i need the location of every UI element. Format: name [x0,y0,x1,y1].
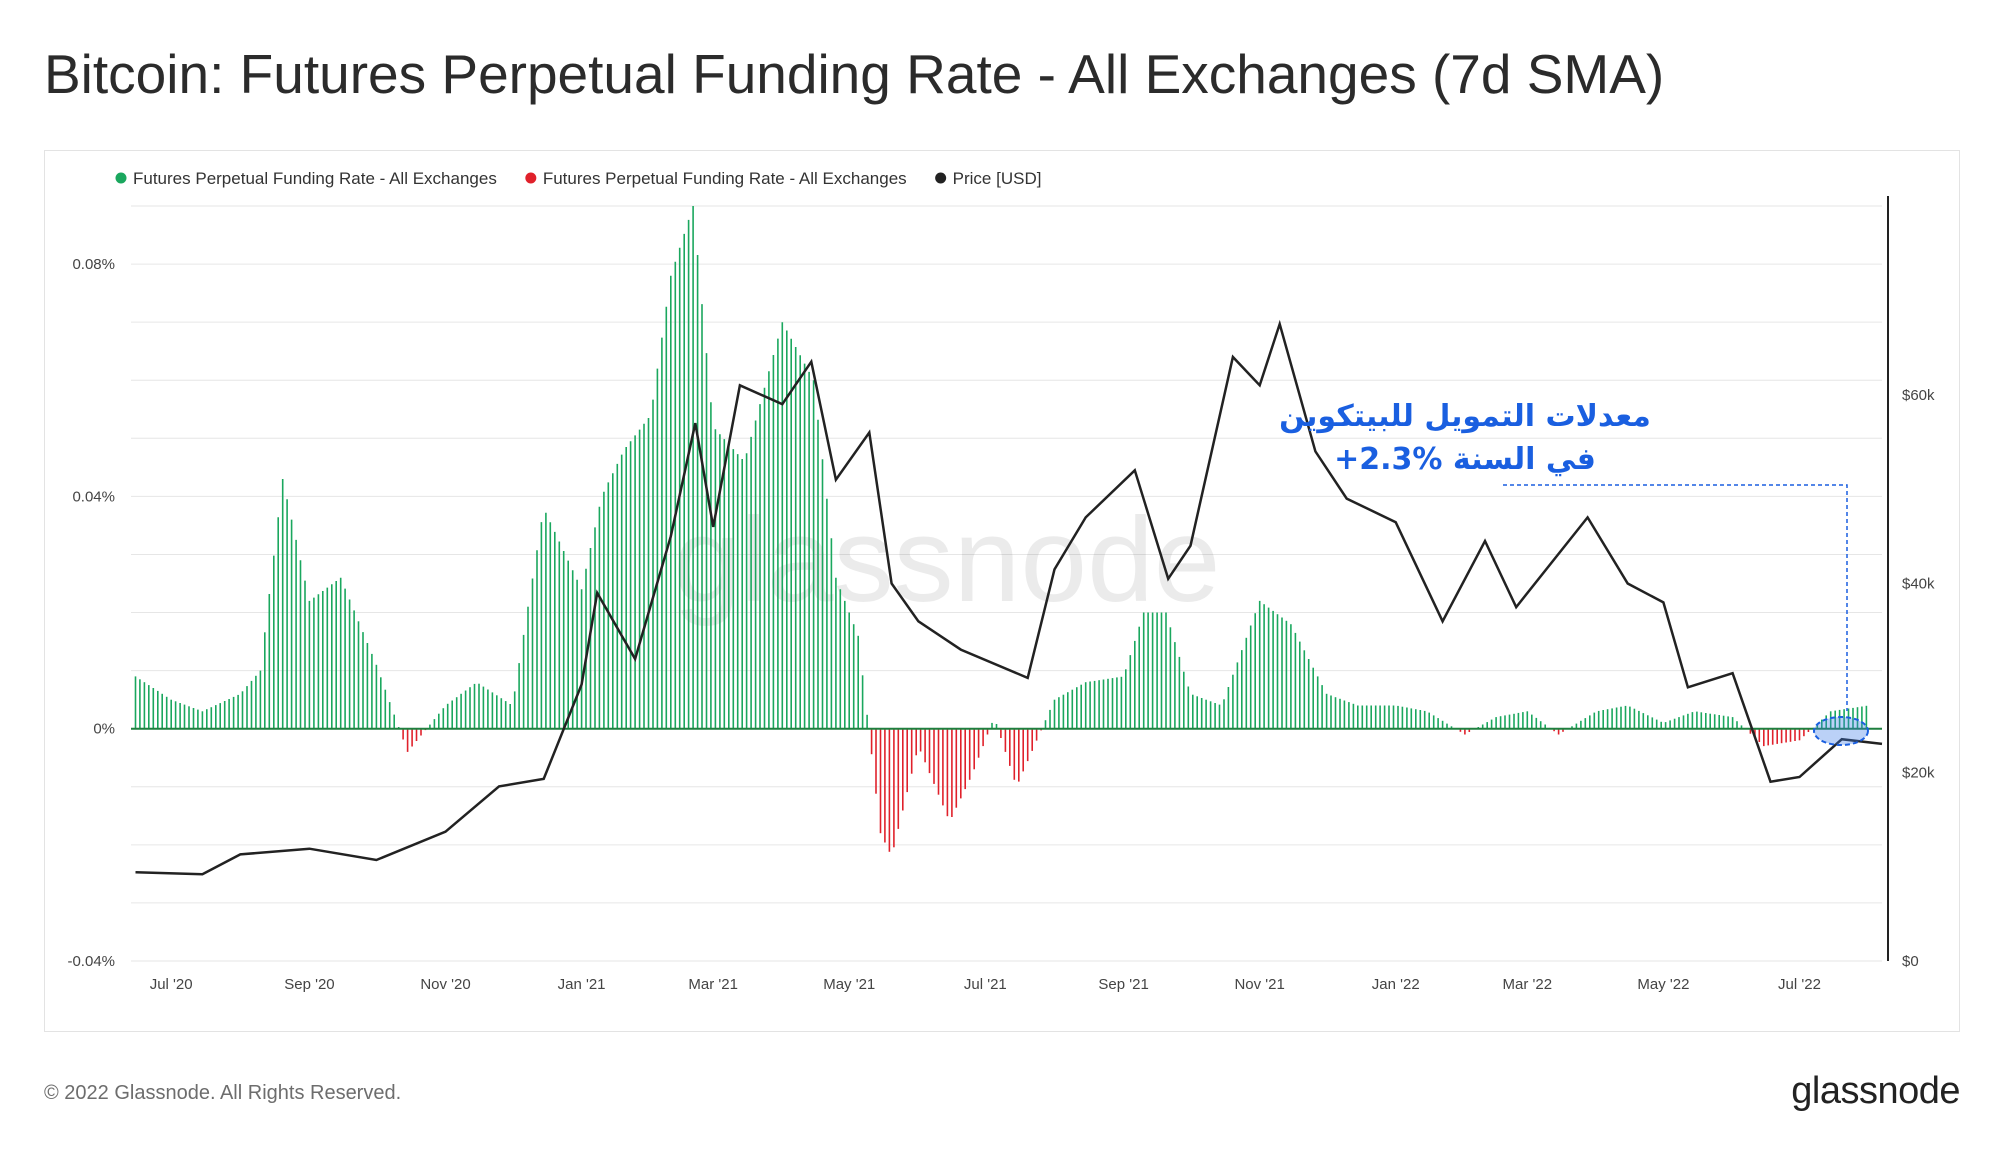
y-right-tick-label: $40k [1902,576,1935,593]
chart-frame: Futures Perpetual Funding Rate - All Exc… [44,150,1960,1032]
chart-svg: Futures Perpetual Funding Rate - All Exc… [67,169,1935,993]
x-tick-label: Jan '22 [1372,976,1420,993]
legend-label-0: Futures Perpetual Funding Rate - All Exc… [133,169,497,188]
annotation-connector [1503,484,1848,711]
y-left-tick-label: 0.08% [72,256,115,273]
x-tick-label: Jan '21 [558,976,606,993]
annotation-highlight [1813,716,1869,746]
x-tick-label: Nov '21 [1234,976,1284,993]
annotation-line-2: +2.3% في السنة [1334,442,1596,477]
x-tick-label: May '21 [823,976,875,993]
y-right-tick-label: $20k [1902,764,1935,781]
x-tick-label: Jul '22 [1778,976,1821,993]
annotation-line-1: معدلات التمويل للبيتكوين [1279,399,1651,434]
y-right-tick-label: $60k [1902,387,1935,404]
annotation: معدلات التمويل للبيتكوين +2.3% في السنة [1279,399,1869,746]
y-left-tick-label: 0.04% [72,488,115,505]
legend-dot-0 [115,172,127,184]
legend-label-1: Futures Perpetual Funding Rate - All Exc… [543,169,907,188]
x-tick-label: Jul '21 [964,976,1007,993]
legend: Futures Perpetual Funding Rate - All Exc… [115,169,1042,188]
x-tick-label: Jul '20 [150,976,193,993]
price-line [135,319,1883,876]
x-tick-label: Mar '22 [1503,976,1553,993]
y-right-tick-label: $0 [1902,953,1919,970]
x-tick-label: Sep '20 [284,976,334,993]
x-tick-label: Sep '21 [1098,976,1148,993]
y-left-tick-label: -0.04% [67,953,115,970]
copyright: © 2022 Glassnode. All Rights Reserved. [44,1082,402,1104]
funding-bars [134,206,1868,852]
x-tick-label: Mar '21 [688,976,738,993]
brand-logo: glassnode [1791,1070,1960,1112]
x-tick-label: May '22 [1637,976,1689,993]
legend-label-2: Price [USD] [953,169,1042,188]
page-title: Bitcoin: Futures Perpetual Funding Rate … [44,43,1665,105]
legend-dot-2 [935,172,947,184]
y-left-tick-label: 0% [93,721,115,738]
axis-ticks: 0.08% 0.04% 0% -0.04% $60k $40k $20k $0 Jul '20 S… [67,256,1935,993]
legend-dot-1 [525,172,537,184]
x-tick-label: Nov '20 [420,976,470,993]
